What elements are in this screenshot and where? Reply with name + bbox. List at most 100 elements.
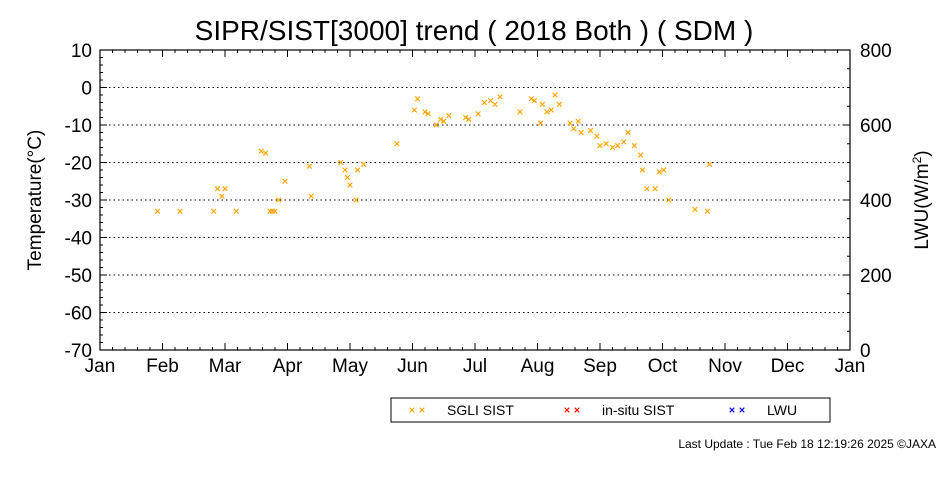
data-point <box>353 197 359 203</box>
data-point <box>462 114 469 121</box>
y-tick-label: 10 <box>71 41 92 62</box>
x-tick-label: Jan <box>85 356 116 377</box>
x-tick-label: May <box>332 356 368 377</box>
legend-label: LWU <box>767 402 797 418</box>
data-point <box>481 99 488 106</box>
y-tick-label: -10 <box>65 116 92 137</box>
data-point <box>666 197 672 203</box>
data-point <box>603 141 609 147</box>
data-point <box>487 97 494 104</box>
data-point <box>594 133 600 139</box>
y-tick-label: -50 <box>65 266 92 287</box>
data-point <box>214 186 221 192</box>
data-point <box>631 142 638 149</box>
x-tick-label: Aug <box>521 356 555 377</box>
data-point <box>177 208 183 214</box>
data-point <box>233 208 239 214</box>
data-point <box>361 161 367 168</box>
data-point <box>492 101 498 108</box>
y-tick-label: -30 <box>65 191 92 212</box>
data-point <box>433 122 439 128</box>
y-tick-label: -70 <box>65 341 92 362</box>
data-point <box>154 208 161 214</box>
x-tick-label: Nov <box>708 356 742 377</box>
data-point <box>544 109 550 115</box>
data-point <box>575 118 581 124</box>
y2-tick-label: 200 <box>860 266 892 287</box>
data-point <box>517 109 523 115</box>
data-point <box>422 109 428 115</box>
axis-ticks <box>99 49 851 351</box>
x-tick-label: Mar <box>209 356 242 377</box>
data-point <box>342 167 348 173</box>
data-point <box>625 129 631 136</box>
y-tick-label: -40 <box>65 229 92 250</box>
y2-tick-label: 400 <box>860 191 892 212</box>
data-point <box>571 126 577 132</box>
data-point <box>556 101 563 108</box>
data-point <box>597 142 603 149</box>
y-axis-label: Temperature(°C) <box>25 130 46 271</box>
data-point <box>211 208 217 214</box>
legend-marker <box>739 407 745 413</box>
data-point <box>614 142 621 149</box>
data-point <box>652 186 658 192</box>
data-point <box>639 167 646 173</box>
data-point <box>497 94 503 100</box>
data-points <box>154 92 713 214</box>
legend-marker <box>409 407 415 413</box>
data-point <box>437 116 444 123</box>
data-point <box>552 92 558 98</box>
x-tick-label: Feb <box>146 356 179 377</box>
data-point <box>262 150 269 156</box>
y-tick-label: -60 <box>65 304 92 325</box>
data-point <box>222 186 228 192</box>
data-point <box>537 120 544 126</box>
data-point <box>609 144 616 151</box>
data-point <box>692 206 698 213</box>
x-tick-label: Jul <box>463 356 487 377</box>
data-point <box>337 159 344 166</box>
data-point <box>531 97 538 104</box>
legend-marker <box>729 407 735 413</box>
data-point <box>344 174 351 181</box>
data-point <box>587 127 594 134</box>
legend-box <box>390 397 831 423</box>
legend-marker <box>564 407 570 413</box>
x-tick-label: Sep <box>583 356 617 377</box>
data-point <box>282 178 288 184</box>
chart-title: SIPR/SIST[3000] trend ( 2018 Both ) ( SD… <box>195 15 754 46</box>
data-point <box>539 101 546 108</box>
data-point <box>548 107 554 113</box>
legend-label: in-situ SIST <box>602 402 675 418</box>
data-point <box>621 139 627 145</box>
data-point <box>414 96 421 102</box>
data-point <box>656 169 663 175</box>
data-point <box>354 167 361 173</box>
legend-marker <box>419 407 425 413</box>
data-point <box>644 186 650 192</box>
y2-axis-label-superscript: 2 <box>910 156 924 163</box>
legend-marker <box>574 407 580 413</box>
grid-lines <box>100 87 850 313</box>
data-point <box>704 208 711 214</box>
data-point <box>347 182 353 188</box>
data-point <box>706 161 713 168</box>
legend-label: SGLI SIST <box>447 402 514 418</box>
data-point <box>425 111 431 117</box>
data-point <box>578 129 584 136</box>
data-point <box>528 96 534 102</box>
y2-axis-tick-labels: 800 600 400 200 0 <box>860 41 892 362</box>
data-point <box>637 152 644 158</box>
data-point <box>394 141 400 147</box>
data-point <box>475 111 481 117</box>
x-tick-label: Jan <box>835 356 866 377</box>
y2-tick-label: 0 <box>860 341 871 362</box>
data-point <box>306 163 313 169</box>
data-point <box>661 167 667 173</box>
y-tick-label: 0 <box>81 79 92 100</box>
data-point <box>276 197 282 203</box>
y2-axis-label-end: ) <box>912 150 933 156</box>
y2-tick-label: 600 <box>860 116 892 137</box>
